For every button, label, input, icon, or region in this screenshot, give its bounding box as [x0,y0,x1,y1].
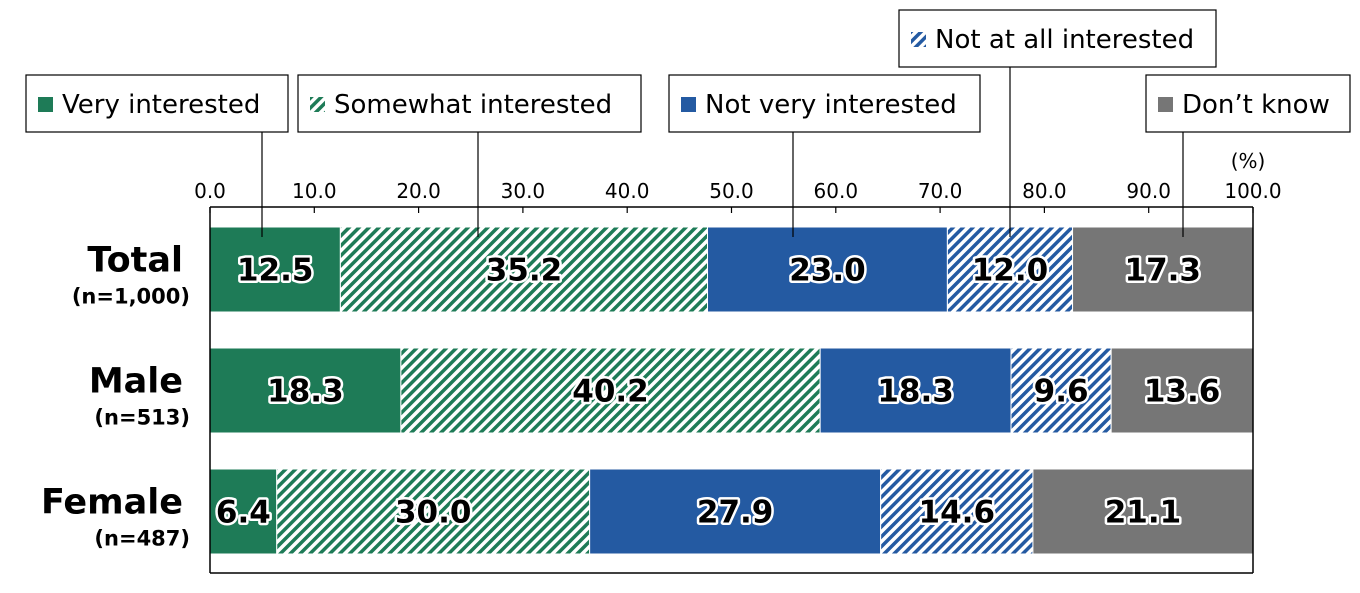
x-tick-label: 100.0 [1224,179,1281,203]
legend-swatch [1158,97,1173,112]
bar-segment [589,468,882,555]
x-tick-label: 60.0 [814,179,859,203]
data-label: 27.9 [697,495,774,531]
x-tick-label: 10.0 [292,179,337,203]
legend-box [668,74,981,133]
legend-entry: Very interested [25,74,289,133]
legend-label: Not at all interested [935,25,1194,55]
legend-swatch [38,97,53,112]
x-tick-label: 20.0 [396,179,441,203]
x-tick-label: 30.0 [501,179,546,203]
x-tick-label: 40.0 [605,179,650,203]
legend-box [898,9,1217,68]
legend-label: Somewhat interested [334,90,612,120]
legend-entry: Don’t know [1145,74,1351,133]
bar-segment [1110,347,1254,434]
bar-segment [1072,226,1254,313]
bar-segment [339,226,709,313]
x-tick-label: 50.0 [709,179,754,203]
legend-box [297,74,642,133]
bar-segment [1010,347,1112,434]
category-label: Male [89,362,183,402]
data-label: 9.6 [1034,374,1089,410]
bar-segment [276,468,591,555]
unit-label: (%) [1231,149,1266,173]
legend-label: Don’t know [1182,90,1330,120]
legend-leader-lines [261,67,1184,237]
category-labels: Total (n=1,000) Male (n=513) Female (n=487) [41,241,190,551]
x-tick-label: 0.0 [194,179,226,203]
legend-swatch [310,97,325,112]
x-tick-label: 80.0 [1022,179,1067,203]
category-sample-size: (n=487) [94,527,190,551]
data-label: 21.1 [1105,495,1182,531]
legend-entry: Not very interested [668,74,981,133]
legend-swatch [911,32,926,47]
data-label: 23.0 [789,253,866,289]
legend-box [25,74,289,133]
data-label: 18.3 [267,374,344,410]
legend-entry: Somewhat interested [297,74,642,133]
bar-segment [209,347,402,434]
bar-segment [707,226,948,313]
data-label: 40.2 [572,374,649,410]
data-label: 14.6 [919,495,996,531]
category-label: Female [41,483,183,523]
legend-label: Very interested [62,90,260,120]
bar-segment [880,468,1034,555]
data-label: 18.3 [877,374,954,410]
legend-label: Not very interested [705,90,957,120]
x-tick-label: 90.0 [1126,179,1171,203]
data-label: 17.3 [1125,253,1202,289]
category-sample-size: (n=513) [94,406,190,430]
legend-swatch [681,97,696,112]
data-labels: 12.5 35.2 23.0 12.0 17.3 18.3 40.2 18.3 9.6 13.6 6… [213,250,1222,533]
category-sample-size: (n=1,000) [72,285,190,309]
plot-frame [209,206,1254,574]
bar-segment [946,226,1074,313]
x-tick-label: 70.0 [918,179,963,203]
bars [209,226,1254,555]
x-axis: 0.0 10.0 20.0 30.0 40.0 50.0 60.0 70.0 80.0 90.0 1… [194,179,1282,213]
data-label: 35.2 [486,253,563,289]
bar-segment [209,468,278,555]
data-label: 30.0 [395,495,472,531]
data-label: 6.4 [216,495,271,531]
legend: Very interested Somewhat interested Not ve… [25,9,1351,133]
bar-segment [209,226,341,313]
data-label: 12.0 [972,253,1049,289]
legend-box [1145,74,1351,133]
category-label: Total [87,241,183,281]
data-label: 13.6 [1144,374,1221,410]
bar-segment [400,347,821,434]
data-label: 12.5 [237,253,314,289]
bar-segment [1032,468,1254,555]
legend-entry: Not at all interested [898,9,1217,68]
